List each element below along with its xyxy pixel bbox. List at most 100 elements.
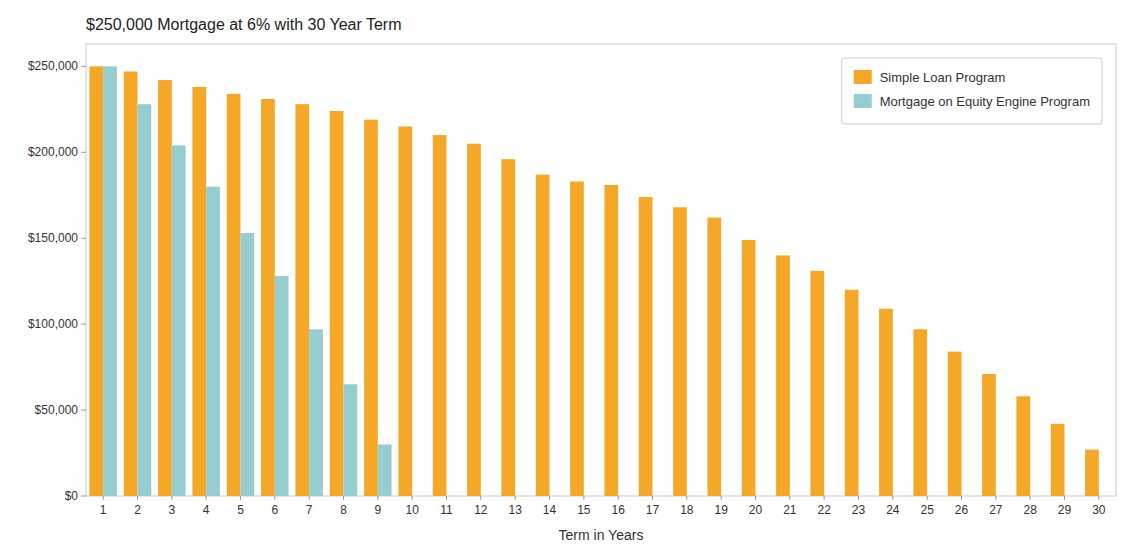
legend-label: Simple Loan Program <box>880 70 1006 85</box>
x-tick-label: 16 <box>611 503 625 517</box>
x-tick-label: 11 <box>440 503 453 517</box>
x-tick-label: 24 <box>886 503 900 517</box>
bar <box>330 111 344 496</box>
x-tick-label: 22 <box>817 503 831 517</box>
x-tick-label: 6 <box>271 503 278 517</box>
x-tick <box>515 496 516 500</box>
bar <box>241 233 255 496</box>
bar <box>1016 396 1030 496</box>
legend-label: Mortgage on Equity Engine Program <box>880 94 1090 109</box>
bar <box>344 384 358 496</box>
bar <box>948 352 962 496</box>
bar <box>982 374 996 496</box>
x-tick <box>755 496 756 500</box>
y-axis: $0$50,000$100,000$150,000$200,000$250,00… <box>28 59 86 503</box>
bars <box>89 66 1098 496</box>
bar <box>227 94 241 496</box>
x-tick <box>892 496 893 500</box>
y-tick-label: $0 <box>65 489 79 503</box>
x-tick-label: 23 <box>852 503 866 517</box>
bar <box>309 329 323 496</box>
x-tick <box>412 496 413 500</box>
y-tick <box>81 152 86 153</box>
x-tick-label: 5 <box>237 503 244 517</box>
x-tick <box>103 496 104 500</box>
x-tick-label: 20 <box>749 503 763 517</box>
y-tick <box>81 66 86 67</box>
bar <box>742 240 756 496</box>
bar <box>295 104 309 496</box>
chart: $0$50,000$100,000$150,000$200,000$250,00… <box>0 0 1140 554</box>
x-tick <box>171 496 172 500</box>
x-tick-label: 21 <box>783 503 797 517</box>
bar <box>810 271 824 496</box>
bar <box>879 309 893 496</box>
x-axis-label: Term in Years <box>559 527 644 543</box>
bar <box>501 159 515 496</box>
bar <box>639 197 653 496</box>
x-tick <box>824 496 825 500</box>
x-tick <box>549 496 550 500</box>
bar <box>206 187 220 496</box>
x-tick-label: 19 <box>714 503 728 517</box>
bar <box>536 175 550 496</box>
x-tick-label: 25 <box>920 503 934 517</box>
x-tick-label: 15 <box>577 503 591 517</box>
bar <box>275 276 289 496</box>
x-tick <box>377 496 378 500</box>
bar <box>845 290 859 496</box>
x-tick-label: 8 <box>340 503 347 517</box>
y-tick-label: $150,000 <box>28 231 78 245</box>
bar <box>138 104 152 496</box>
x-tick <box>927 496 928 500</box>
x-tick <box>137 496 138 500</box>
x-tick-label: 9 <box>374 503 381 517</box>
bar <box>89 66 103 496</box>
y-tick-label: $250,000 <box>28 59 78 73</box>
bar <box>467 144 481 496</box>
legend-box <box>842 58 1102 124</box>
x-tick <box>240 496 241 500</box>
y-tick-label: $100,000 <box>28 317 78 331</box>
x-tick-label: 2 <box>134 503 141 517</box>
bar <box>192 87 206 496</box>
bar <box>158 80 172 496</box>
bar <box>378 444 392 496</box>
x-tick-label: 1 <box>100 503 107 517</box>
x-tick-label: 27 <box>989 503 1003 517</box>
bar <box>604 185 618 496</box>
legend: Simple Loan Program Mortgage on Equity En… <box>842 58 1102 124</box>
x-tick <box>686 496 687 500</box>
y-tick-label: $50,000 <box>35 403 79 417</box>
legend-swatch <box>854 70 872 84</box>
x-tick-label: 26 <box>955 503 969 517</box>
x-tick <box>652 496 653 500</box>
x-tick-label: 29 <box>1058 503 1072 517</box>
title: $250,000 Mortgage at 6% with 30 Year Ter… <box>86 16 401 33</box>
x-tick <box>343 496 344 500</box>
x-tick-label: 17 <box>646 503 660 517</box>
x-tick-label: 13 <box>508 503 522 517</box>
bar <box>398 126 412 496</box>
x-tick <box>961 496 962 500</box>
plot-frame <box>86 44 1116 496</box>
bar <box>172 145 186 496</box>
x-tick-label: 12 <box>474 503 488 517</box>
x-tick <box>206 496 207 500</box>
x-tick-label: 7 <box>306 503 313 517</box>
x-tick <box>583 496 584 500</box>
bar <box>433 135 447 496</box>
x-tick <box>1030 496 1031 500</box>
y-tick <box>81 238 86 239</box>
bar <box>707 218 721 496</box>
x-tick <box>789 496 790 500</box>
x-tick <box>721 496 722 500</box>
x-tick <box>309 496 310 500</box>
x-tick <box>1098 496 1099 500</box>
legend-swatch <box>854 94 872 108</box>
bar <box>913 329 927 496</box>
x-tick-label: 3 <box>168 503 175 517</box>
x-tick <box>1064 496 1065 500</box>
x-tick-label: 30 <box>1092 503 1106 517</box>
bar <box>103 66 117 496</box>
